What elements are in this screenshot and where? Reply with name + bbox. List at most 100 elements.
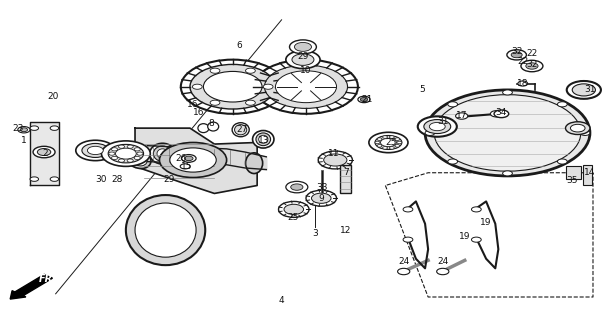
Text: 23: 23 bbox=[12, 124, 23, 132]
Circle shape bbox=[430, 123, 445, 131]
Circle shape bbox=[425, 90, 590, 176]
Circle shape bbox=[286, 51, 320, 68]
Circle shape bbox=[119, 145, 125, 148]
Circle shape bbox=[108, 144, 144, 163]
Text: 1: 1 bbox=[21, 136, 27, 145]
Circle shape bbox=[358, 96, 370, 103]
Text: 19: 19 bbox=[480, 218, 492, 227]
Circle shape bbox=[210, 100, 220, 105]
Bar bbox=[583, 165, 592, 186]
Circle shape bbox=[127, 145, 133, 148]
Circle shape bbox=[526, 63, 538, 69]
Polygon shape bbox=[135, 128, 257, 194]
Circle shape bbox=[245, 100, 255, 105]
Circle shape bbox=[360, 98, 368, 101]
Circle shape bbox=[567, 81, 601, 99]
Circle shape bbox=[377, 145, 382, 147]
Circle shape bbox=[137, 152, 143, 155]
Text: 24: 24 bbox=[398, 258, 409, 267]
Circle shape bbox=[425, 130, 435, 135]
Circle shape bbox=[289, 40, 316, 54]
Circle shape bbox=[395, 145, 400, 147]
Circle shape bbox=[210, 68, 220, 73]
Circle shape bbox=[324, 154, 347, 166]
Circle shape bbox=[275, 71, 337, 103]
Circle shape bbox=[397, 141, 402, 144]
Ellipse shape bbox=[125, 148, 151, 169]
Ellipse shape bbox=[129, 151, 147, 166]
Circle shape bbox=[50, 126, 59, 130]
Text: 26: 26 bbox=[175, 154, 187, 163]
Circle shape bbox=[245, 68, 255, 73]
Bar bbox=[340, 165, 351, 194]
Text: 13: 13 bbox=[258, 136, 269, 145]
Circle shape bbox=[134, 148, 140, 151]
Ellipse shape bbox=[232, 123, 249, 137]
Circle shape bbox=[312, 193, 331, 203]
Text: 7: 7 bbox=[343, 168, 349, 177]
Circle shape bbox=[375, 141, 380, 144]
Circle shape bbox=[284, 204, 304, 214]
Ellipse shape bbox=[259, 135, 268, 143]
Circle shape bbox=[389, 136, 394, 138]
Circle shape bbox=[291, 184, 303, 190]
Text: 15: 15 bbox=[181, 162, 193, 171]
Text: 10: 10 bbox=[300, 66, 312, 75]
Text: 25: 25 bbox=[287, 213, 298, 222]
Circle shape bbox=[437, 268, 449, 275]
Text: 35: 35 bbox=[566, 176, 577, 185]
Ellipse shape bbox=[253, 131, 274, 148]
Text: 16: 16 bbox=[187, 100, 199, 109]
Circle shape bbox=[558, 102, 567, 107]
Text: 4: 4 bbox=[278, 296, 285, 305]
Circle shape bbox=[30, 126, 39, 130]
Circle shape bbox=[502, 171, 512, 176]
Text: 9: 9 bbox=[318, 194, 324, 203]
Circle shape bbox=[381, 138, 397, 147]
Text: 32: 32 bbox=[526, 60, 537, 69]
Text: 31: 31 bbox=[438, 117, 449, 126]
Circle shape bbox=[111, 156, 118, 160]
Circle shape bbox=[33, 146, 55, 158]
Circle shape bbox=[375, 135, 402, 149]
Circle shape bbox=[494, 110, 509, 118]
Circle shape bbox=[369, 132, 408, 153]
Circle shape bbox=[203, 71, 262, 102]
Text: 2: 2 bbox=[42, 149, 48, 158]
Ellipse shape bbox=[126, 195, 205, 265]
Circle shape bbox=[511, 52, 522, 58]
Circle shape bbox=[76, 140, 115, 161]
Circle shape bbox=[190, 64, 275, 109]
Text: 25: 25 bbox=[386, 138, 397, 147]
Circle shape bbox=[20, 128, 28, 132]
Circle shape bbox=[448, 159, 458, 164]
Circle shape bbox=[435, 95, 581, 171]
Circle shape bbox=[184, 156, 193, 161]
Circle shape bbox=[264, 65, 348, 108]
Text: 6: 6 bbox=[236, 41, 242, 50]
Ellipse shape bbox=[256, 133, 271, 146]
Circle shape bbox=[37, 148, 51, 156]
Circle shape bbox=[18, 126, 30, 133]
Circle shape bbox=[377, 138, 382, 140]
Text: 24: 24 bbox=[438, 258, 449, 267]
Text: 21: 21 bbox=[361, 95, 373, 104]
Text: 5: 5 bbox=[419, 85, 425, 94]
Text: 3: 3 bbox=[312, 229, 318, 238]
Circle shape bbox=[558, 159, 567, 164]
Circle shape bbox=[518, 81, 528, 86]
Ellipse shape bbox=[207, 122, 218, 131]
FancyArrow shape bbox=[10, 275, 53, 299]
Text: 29: 29 bbox=[297, 52, 308, 61]
Circle shape bbox=[263, 84, 273, 89]
Circle shape bbox=[580, 130, 590, 135]
Text: 33: 33 bbox=[317, 183, 328, 192]
Circle shape bbox=[318, 151, 353, 169]
Circle shape bbox=[448, 102, 458, 107]
Circle shape bbox=[572, 84, 595, 96]
Circle shape bbox=[181, 60, 285, 114]
Circle shape bbox=[181, 155, 196, 162]
Circle shape bbox=[192, 84, 202, 89]
Bar bbox=[565, 166, 581, 179]
Text: 19: 19 bbox=[459, 232, 471, 241]
